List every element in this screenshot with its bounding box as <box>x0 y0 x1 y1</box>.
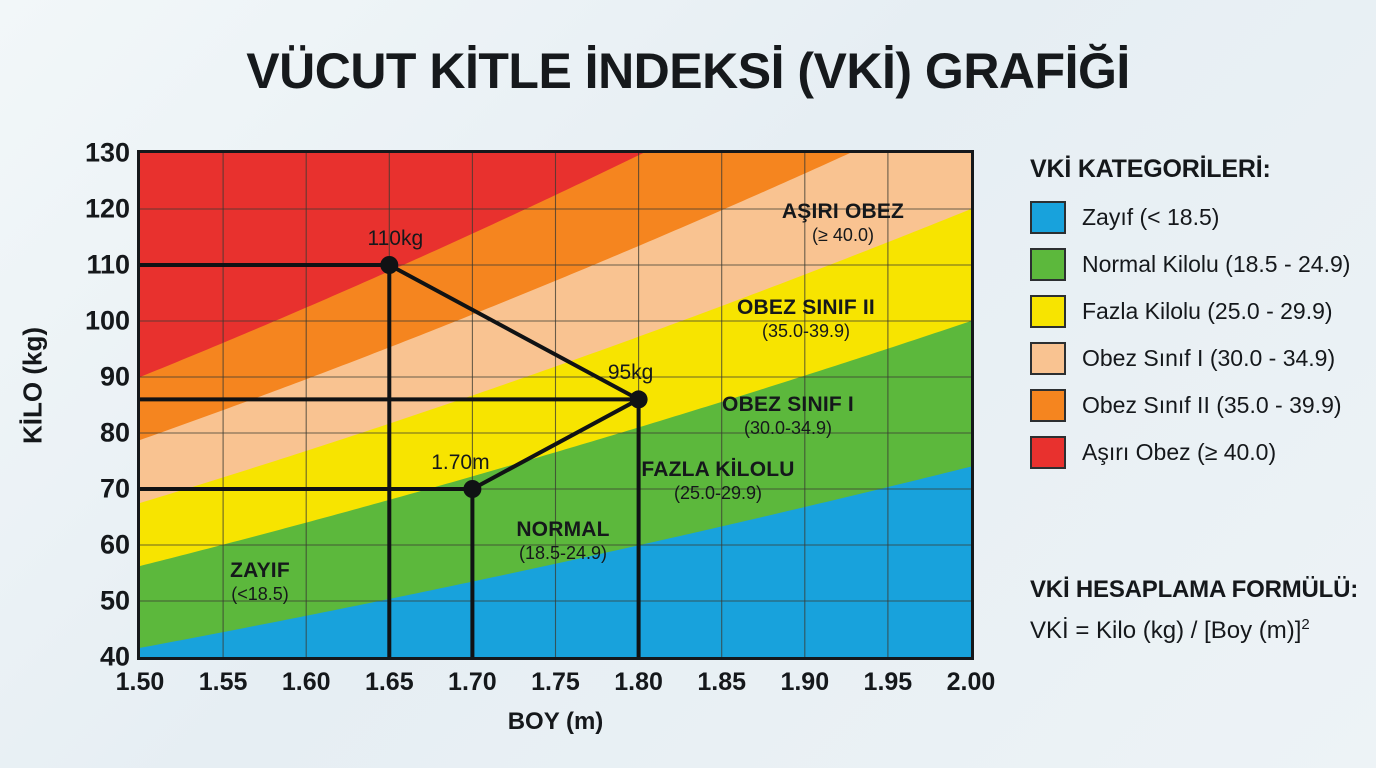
point-label: 1.70m <box>431 451 490 474</box>
y-tick-label: 130 <box>84 137 130 168</box>
y-tick-label: 120 <box>84 193 130 224</box>
x-tick-label: 1.80 <box>614 668 663 696</box>
y-axis-ticks: 130 120 110 100 90 80 70 60 50 40 <box>60 138 130 672</box>
formula-block: VKİ HESAPLAMA FORMÜLÜ: VKİ = Kilo (kg) /… <box>1030 576 1370 645</box>
y-tick-label: 40 <box>99 641 130 672</box>
x-tick-label: 1.70 <box>448 668 497 696</box>
formula-expression: VKİ = Kilo (kg) / [Boy (m)] <box>1030 617 1302 644</box>
legend-item: Obez Sınıf I (30.0 - 34.9) <box>1030 342 1370 375</box>
legend-item: Aşırı Obez (≥ 40.0) <box>1030 436 1370 469</box>
legend-title: VKİ KATEGORİLERİ: <box>1030 155 1271 183</box>
legend-item: Fazla Kilolu (25.0 - 29.9) <box>1030 295 1370 328</box>
page-title: VÜCUT KİTLE İNDEKSİ (VKİ) GRAFİĞİ <box>246 43 1130 99</box>
formula-body: VKİ = Kilo (kg) / [Boy (m)]2 <box>1030 616 1370 645</box>
formula-title: VKİ HESAPLAMA FORMÜLÜ: <box>1030 576 1359 603</box>
legend-color-swatch <box>1030 248 1066 281</box>
legend-item-label: Fazla Kilolu (25.0 - 29.9) <box>1082 298 1333 324</box>
y-tick-label: 90 <box>99 361 130 392</box>
formula-exponent: 2 <box>1301 616 1310 633</box>
legend-item: Obez Sınıf II (35.0 - 39.9) <box>1030 389 1370 422</box>
legend-color-swatch <box>1030 436 1066 469</box>
y-tick-label: 100 <box>84 305 130 336</box>
legend-item-label: Obez Sınıf I (30.0 - 34.9) <box>1082 345 1336 371</box>
legend-color-swatch <box>1030 389 1066 422</box>
legend: VKİ KATEGORİLERİ: Zayıf (< 18.5) Normal K… <box>1030 155 1370 483</box>
point-label: 95kg <box>607 361 654 385</box>
legend-item-label: Aşırı Obez (≥ 40.0) <box>1082 439 1277 465</box>
x-axis-title: BOY (m) <box>507 708 604 735</box>
x-tick-label: 1.95 <box>863 668 913 696</box>
legend-color-swatch <box>1030 342 1066 375</box>
x-tick-label: 1.55 <box>198 668 248 696</box>
y-tick-label: 60 <box>99 529 130 560</box>
bmi-bands-svg <box>140 153 971 657</box>
x-axis-ticks: 1.50 1.55 1.60 1.65 1.70 1.75 1.80 1.85 1.90 1.95… <box>116 668 996 708</box>
x-tick-label: 1.60 <box>281 668 331 696</box>
legend-item: Zayıf (< 18.5) <box>1030 201 1370 234</box>
legend-item-label: Obez Sınıf II (35.0 - 39.9) <box>1082 392 1342 418</box>
x-tick-label: 1.90 <box>780 668 830 696</box>
legend-rows: Zayıf (< 18.5) Normal Kilolu (18.5 - 24.9… <box>1030 201 1370 469</box>
legend-color-swatch <box>1030 295 1066 328</box>
legend-item-label: Normal Kilolu (18.5 - 24.9) <box>1082 251 1351 277</box>
chart-plot-area <box>137 150 974 660</box>
y-axis-title: KİLO (kg) <box>17 327 48 444</box>
x-tick-label: 1.65 <box>364 668 414 696</box>
x-tick-label: 1.75 <box>531 668 580 696</box>
y-tick-label: 70 <box>99 473 130 504</box>
x-tick-label: 2.00 <box>946 668 996 696</box>
y-tick-label: 50 <box>99 585 130 616</box>
legend-item: Normal Kilolu (18.5 - 24.9) <box>1030 248 1370 281</box>
point-label: 110kg <box>367 227 424 250</box>
x-tick-label: 1.85 <box>697 668 747 696</box>
y-tick-label: 80 <box>99 417 130 448</box>
legend-color-swatch <box>1030 201 1066 234</box>
x-tick-label: 1.50 <box>115 668 165 696</box>
legend-item-label: Zayıf (< 18.5) <box>1082 204 1220 230</box>
y-tick-label: 110 <box>86 249 130 280</box>
